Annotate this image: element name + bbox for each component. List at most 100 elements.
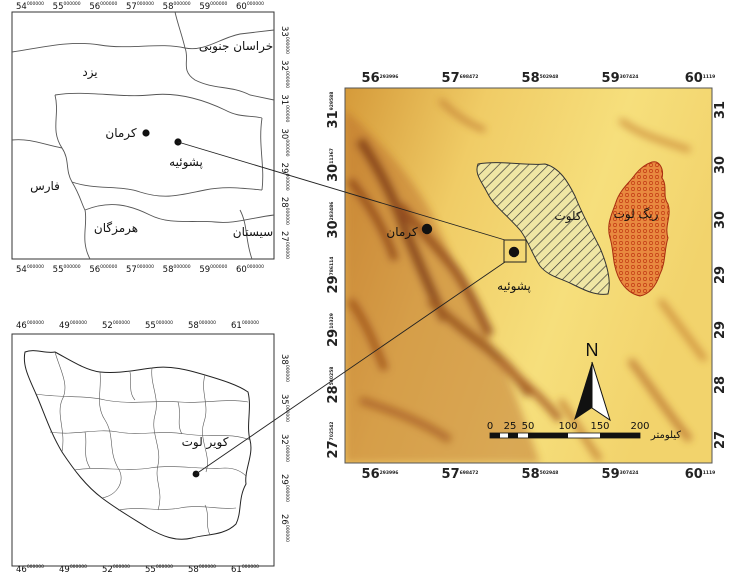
- kerman-x-tick-top: 60000000: [236, 1, 264, 12]
- scale-label: 25: [504, 421, 517, 432]
- north-arrow: N: [574, 340, 611, 422]
- main-y-tick-right: 28: [713, 376, 728, 394]
- main-map: کلوت ریگ لوت کرمان پشوئیه N 0 25 50 100 150 2…: [344, 87, 713, 464]
- iran-x-tick-bottom: 55000000: [145, 564, 173, 573]
- iran-x-tick-top: 61000000: [231, 320, 259, 331]
- kerman-y-tick: 27000000: [279, 231, 290, 259]
- iran-y-ticks: 38000000 35000000 32000000 29000000 26000000: [279, 354, 290, 542]
- kerman-city-dot: [142, 129, 150, 137]
- main-y-tick-right: 30: [713, 156, 728, 174]
- scale-label: 200: [630, 421, 649, 432]
- main-x-tick-top: 601119: [685, 71, 716, 86]
- kerman-x-tick-bottom: 59000000: [199, 264, 227, 275]
- label-shahdad: پشوئیه: [169, 155, 203, 170]
- kerman-x-tick-top: 55000000: [53, 1, 81, 12]
- kalut-area: [476, 162, 610, 295]
- main-x-tick-bottom: 58502948: [522, 467, 559, 482]
- main-x-tick-bottom: 59307424: [602, 467, 639, 482]
- main-y-tick-left: 2910329: [326, 313, 341, 347]
- label-fars: فارس: [30, 179, 60, 194]
- kerman-inset: خراسان جنوبی یزد کرمان پشوئیه فارس هرمزگ…: [11, 11, 275, 260]
- main-y-ticks-right: 31 30 30 29 29 28 27: [713, 101, 728, 449]
- relief-raster: [345, 88, 712, 463]
- connector-lines: [177, 141, 506, 475]
- iran-x-tick-top: 52000000: [102, 320, 130, 331]
- scale-label: 150: [590, 421, 609, 432]
- shahdad-box: [503, 239, 527, 263]
- kerman-y-tick: 30000000: [279, 128, 290, 156]
- scale-label: 50: [522, 421, 535, 432]
- kerman-y-tick: 31000000: [279, 94, 290, 122]
- label-kerman: کرمان: [105, 126, 137, 141]
- kerman-x-tick-bottom: 54000000: [16, 264, 44, 275]
- scale-label: 100: [558, 421, 577, 432]
- main-y-tick-right: 27: [713, 431, 728, 449]
- kerman-y-tick: 28000000: [279, 197, 290, 225]
- main-y-tick-left: 27702542: [326, 422, 341, 459]
- iran-x-tick-bottom: 61000000: [231, 564, 259, 573]
- province-boundaries: [11, 11, 275, 260]
- main-x-ticks-top: 56293996 57698472 58502948 59307424 601119: [362, 71, 716, 86]
- label-hormozgan: هرمزگان: [94, 221, 138, 236]
- iran-x-ticks-bottom: 46000000 49000000 52000000 55000000 58000000…: [16, 564, 259, 573]
- main-y-tick-right: 29: [713, 266, 728, 284]
- scale-bar: [489, 432, 641, 439]
- kerman-x-tick-top: 57000000: [126, 1, 154, 12]
- kerman-inset-frame: [11, 11, 275, 260]
- iran-y-tick: 32000000: [279, 434, 290, 462]
- iran-x-tick-top: 49000000: [59, 320, 87, 331]
- iran-x-tick-bottom: 58000000: [188, 564, 216, 573]
- main-y-ticks-left: 31929588 3011367 30283486 29786114 2910329 28…: [326, 92, 341, 459]
- kerman-x-tick-bottom: 60000000: [236, 264, 264, 275]
- label-reg-lut: ریگ لوت: [614, 207, 659, 222]
- label-main-shahdad: پشوئیه: [497, 279, 531, 294]
- iran-x-tick-bottom: 49000000: [59, 564, 87, 573]
- main-y-tick-left: 29786114: [326, 257, 341, 294]
- main-x-tick-bottom: 601119: [685, 467, 716, 482]
- kerman-x-tick-top: 59000000: [199, 1, 227, 12]
- scale-labels: 0 25 50 100 150 200: [487, 421, 650, 432]
- kerman-x-ticks-top: 54000000 55000000 56000000 57000000 58000000…: [16, 1, 264, 12]
- iran-x-tick-bottom: 52000000: [102, 564, 130, 573]
- iran-y-tick: 35000000: [279, 394, 290, 422]
- kerman-x-tick-top: 54000000: [16, 1, 44, 12]
- iran-province-lines: [35, 351, 251, 536]
- kerman-x-tick-bottom: 55000000: [53, 264, 81, 275]
- label-kalut: کلوت: [554, 209, 581, 224]
- main-x-ticks-bottom: 56293996 57698472 58502948 59307424 601119: [362, 467, 716, 482]
- main-x-tick-top: 57698472: [442, 71, 479, 86]
- kerman-x-ticks-bottom: 54000000 55000000 56000000 57000000 58000000…: [16, 264, 264, 275]
- kerman-x-tick-top: 56000000: [89, 1, 117, 12]
- main-y-tick-left: 30283486: [326, 202, 341, 239]
- iran-y-tick: 29000000: [279, 474, 290, 502]
- iran-x-tick-bottom: 46000000: [16, 564, 44, 573]
- iran-y-tick: 26000000: [279, 514, 290, 542]
- main-x-tick-top: 56293996: [362, 71, 399, 86]
- main-x-tick-bottom: 57698472: [442, 467, 479, 482]
- main-x-tick-top: 59307424: [602, 71, 639, 86]
- main-y-tick-right: 30: [713, 211, 728, 229]
- kerman-x-tick-bottom: 56000000: [89, 264, 117, 275]
- scale-label: 0: [487, 421, 493, 432]
- main-map-frame: [344, 87, 713, 464]
- iran-x-tick-top: 55000000: [145, 320, 173, 331]
- iran-x-ticks-top: 46000000 49000000 52000000 55000000 58000000…: [16, 320, 259, 331]
- kerman-y-tick: 32000000: [279, 60, 290, 88]
- kerman-y-tick: 33000000: [279, 26, 290, 54]
- label-sistan: سیستان: [233, 225, 273, 239]
- kerman-y-ticks: 33000000 32000000 31000000 30000000 29000000…: [279, 26, 290, 259]
- main-kerman-dot: [421, 223, 433, 235]
- main-x-tick-top: 58502948: [522, 71, 559, 86]
- kerman-x-tick-top: 58000000: [163, 1, 191, 12]
- iran-inset: کویر لوت: [11, 333, 275, 567]
- iran-x-tick-top: 58000000: [188, 320, 216, 331]
- kerman-y-tick: 29000000: [279, 163, 290, 191]
- main-x-tick-bottom: 56293996: [362, 467, 399, 482]
- label-main-kerman: کرمان: [386, 225, 418, 240]
- main-y-tick-right: 31: [713, 101, 728, 119]
- main-y-tick-left: 31929588: [326, 92, 341, 129]
- kerman-x-tick-bottom: 57000000: [126, 264, 154, 275]
- iran-outline: [23, 350, 252, 540]
- kerman-inset-cities: [142, 129, 182, 146]
